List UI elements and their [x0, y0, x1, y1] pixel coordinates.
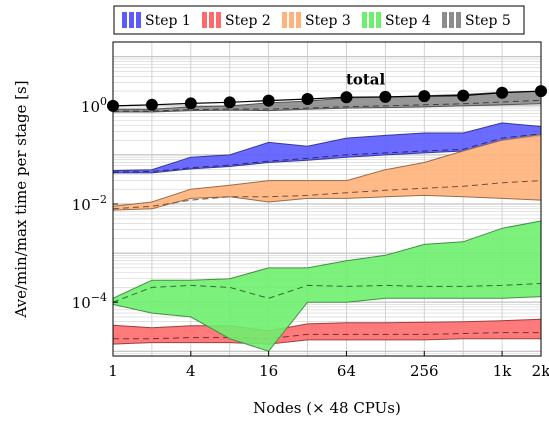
total-point — [223, 96, 236, 109]
legend-swatch — [362, 12, 367, 28]
legend-entry-1: Step 1 — [122, 12, 191, 29]
x-axis-ticks: 1 4 16 64 256 1k 2k — [108, 351, 549, 380]
legend-swatch — [202, 12, 207, 28]
plot-frame — [112, 41, 542, 357]
legend: Step 1 Step 2 Step 3 Step 4 Step 5 — [113, 5, 525, 35]
total-point — [340, 91, 353, 104]
x-tick-label: 256 — [410, 362, 439, 380]
legend-swatch — [449, 12, 454, 28]
y-tick-label: 10−4 — [72, 291, 107, 312]
legend-swatch — [282, 12, 287, 28]
legend-swatch — [289, 12, 294, 28]
x-tick-label: 1 — [108, 362, 118, 380]
y-tick-label: 100 — [81, 95, 107, 116]
series-0-max-line — [112, 122, 542, 172]
total-point — [184, 97, 197, 110]
series-4-ave-line — [113, 99, 542, 112]
total-point — [262, 94, 275, 107]
x-tick-label: 64 — [337, 362, 356, 380]
total-point — [379, 90, 392, 103]
legend-label: Step 5 — [465, 13, 511, 29]
x-tick-label: 16 — [259, 362, 278, 380]
legend-box — [113, 5, 525, 35]
series-1-max-line — [112, 318, 542, 332]
total-point — [496, 86, 509, 99]
legend-entry-2: Step 2 — [202, 12, 271, 29]
series-0-band — [113, 122, 541, 173]
x-tick-label: 1k — [493, 362, 513, 380]
legend-entry-4: Step 4 — [362, 12, 431, 29]
series-2-max-line — [112, 134, 542, 207]
series-areas — [112, 90, 542, 352]
total-point — [145, 98, 158, 111]
legend-swatch — [456, 12, 461, 28]
legend-label: Step 2 — [225, 13, 271, 29]
series-4-max-line — [113, 90, 542, 110]
series-0-ave-line — [112, 133, 542, 173]
legend-label: Step 3 — [305, 13, 351, 29]
legend-swatch — [122, 12, 127, 28]
y-axis-ticks: 10−4 10−2 100 — [72, 95, 118, 312]
legend-swatch — [216, 12, 221, 28]
legend-swatch — [376, 12, 381, 28]
series-2-ave-line — [112, 180, 542, 210]
series-1-band — [113, 319, 541, 345]
x-tick-label: 4 — [186, 362, 196, 380]
legend-swatch — [369, 12, 374, 28]
legend-swatch — [136, 12, 141, 28]
series-1-ave-line — [113, 332, 541, 340]
annotation-total: total — [346, 71, 386, 89]
series-3-ave-line — [112, 283, 542, 303]
series-3-max-line — [112, 220, 542, 299]
total-point — [301, 92, 314, 105]
total-line — [112, 90, 542, 107]
legend-swatch — [129, 12, 134, 28]
series-3-min-line — [112, 296, 542, 352]
x-tick-label: 2k — [532, 362, 549, 380]
series-2-band — [113, 134, 541, 211]
series-4-min-line — [113, 103, 542, 113]
legend-swatch — [296, 12, 301, 28]
legend-entry-3: Step 3 — [282, 12, 351, 29]
series-2-min-line — [112, 194, 542, 211]
y-axis-label: Ave/min/max time per stage [s] — [12, 80, 30, 318]
legend-swatch — [209, 12, 214, 28]
legend-label: Step 4 — [385, 13, 431, 29]
y-tick-label: 10−2 — [72, 193, 107, 214]
legend-entry-5: Step 5 — [442, 12, 511, 29]
total-point — [457, 89, 470, 102]
x-axis-label: Nodes (× 48 CPUs) — [253, 399, 401, 417]
plot-border — [112, 41, 542, 357]
total-series — [107, 85, 547, 112]
series-1-min-line — [112, 338, 541, 345]
legend-label: Step 1 — [145, 13, 191, 29]
total-point — [418, 90, 431, 103]
legend-swatch — [442, 12, 447, 28]
